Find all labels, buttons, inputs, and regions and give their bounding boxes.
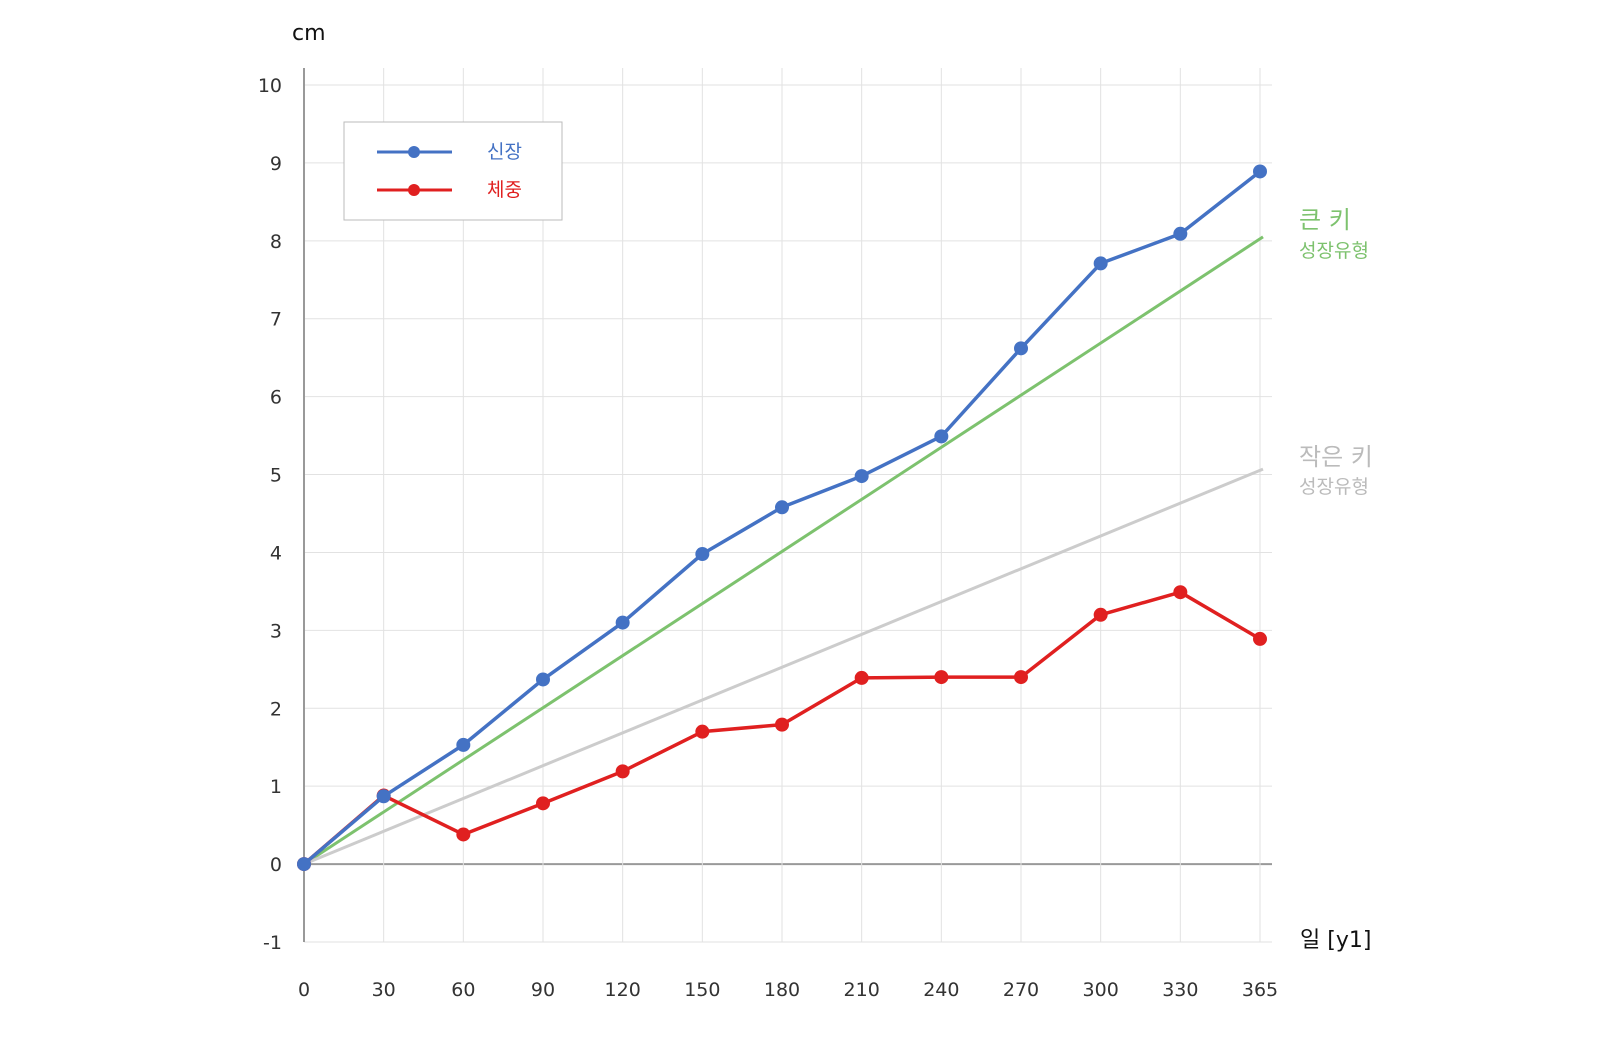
y-tick-label: 7: [270, 309, 282, 331]
data-point: [934, 429, 949, 444]
data-point: [297, 857, 311, 872]
x-tick-label: 240: [923, 979, 959, 1001]
x-axis-label: 일 [y1]: [1300, 928, 1371, 953]
y-axis-unit-label: cm: [292, 21, 326, 46]
data-point: [775, 500, 789, 515]
y-tick-label: 1: [270, 776, 282, 798]
legend-label-height: 신장: [487, 141, 522, 163]
data-point: [934, 670, 949, 685]
x-tick-label: 270: [1003, 979, 1039, 1001]
data-point: [775, 717, 789, 732]
data-point: [1014, 670, 1028, 685]
y-tick-label: 4: [270, 542, 282, 564]
legend-marker-height: [408, 146, 420, 158]
data-series: [297, 164, 1267, 872]
legend-box: [343, 121, 563, 221]
x-tick-label: 330: [1162, 979, 1198, 1001]
short-type-label: 작은 키: [1299, 443, 1373, 471]
data-point: [854, 670, 869, 685]
data-point: [1093, 607, 1108, 622]
x-tick-label: 90: [531, 979, 555, 1001]
x-tick-label: 180: [764, 979, 800, 1001]
y-tick-label: 0: [270, 854, 282, 876]
data-point: [456, 827, 471, 842]
y-tick-label: 10: [258, 75, 282, 97]
legend: 신장 체중: [343, 121, 563, 221]
x-tick-label: 60: [451, 979, 475, 1001]
y-tick-label: 2: [270, 698, 282, 720]
x-tick-label: 365: [1242, 979, 1278, 1001]
data-point: [1253, 631, 1267, 646]
y-tick-label: 9: [270, 153, 282, 175]
data-point: [1014, 341, 1028, 356]
tall-type-label: 큰 키: [1299, 206, 1351, 234]
y-tick-label: -1: [263, 932, 282, 954]
data-point: [1173, 585, 1188, 600]
data-point: [536, 796, 550, 811]
x-tick-label: 150: [684, 979, 720, 1001]
x-tick-label: 30: [372, 979, 396, 1001]
data-point: [1093, 256, 1108, 271]
legend-label-weight: 체중: [487, 179, 522, 201]
y-tick-label: 8: [270, 231, 282, 253]
data-point: [615, 615, 630, 630]
y-tick-label: 3: [270, 620, 282, 642]
tick-labels: -1 0 1 2 3 4 5 6 7 8 9 10 0 30 60 90 120 150 180 210 240 270 3…: [258, 75, 1278, 1001]
reference-lines: [303, 235, 1264, 866]
data-point: [854, 469, 869, 484]
x-tick-label: 0: [298, 979, 310, 1001]
data-point: [1173, 226, 1188, 241]
reference-annotations: 큰 키 성장유형 작은 키 성장유형: [1299, 206, 1373, 498]
y-tick-label: 5: [270, 465, 282, 487]
data-point: [695, 724, 710, 739]
reference-line: [303, 235, 1264, 866]
data-point: [615, 764, 630, 779]
short-type-sublabel: 성장유형: [1299, 476, 1369, 498]
tall-type-sublabel: 성장유형: [1299, 240, 1369, 262]
data-point: [536, 672, 550, 687]
data-point: [456, 737, 471, 752]
x-tick-label: 300: [1083, 979, 1119, 1001]
legend-marker-weight: [408, 184, 420, 196]
y-tick-label: 6: [270, 387, 282, 409]
data-point: [695, 547, 710, 562]
data-point: [1253, 164, 1267, 179]
x-tick-label: 120: [605, 979, 641, 1001]
x-tick-label: 210: [844, 979, 880, 1001]
data-point: [376, 789, 391, 804]
reference-line: [303, 467, 1264, 866]
